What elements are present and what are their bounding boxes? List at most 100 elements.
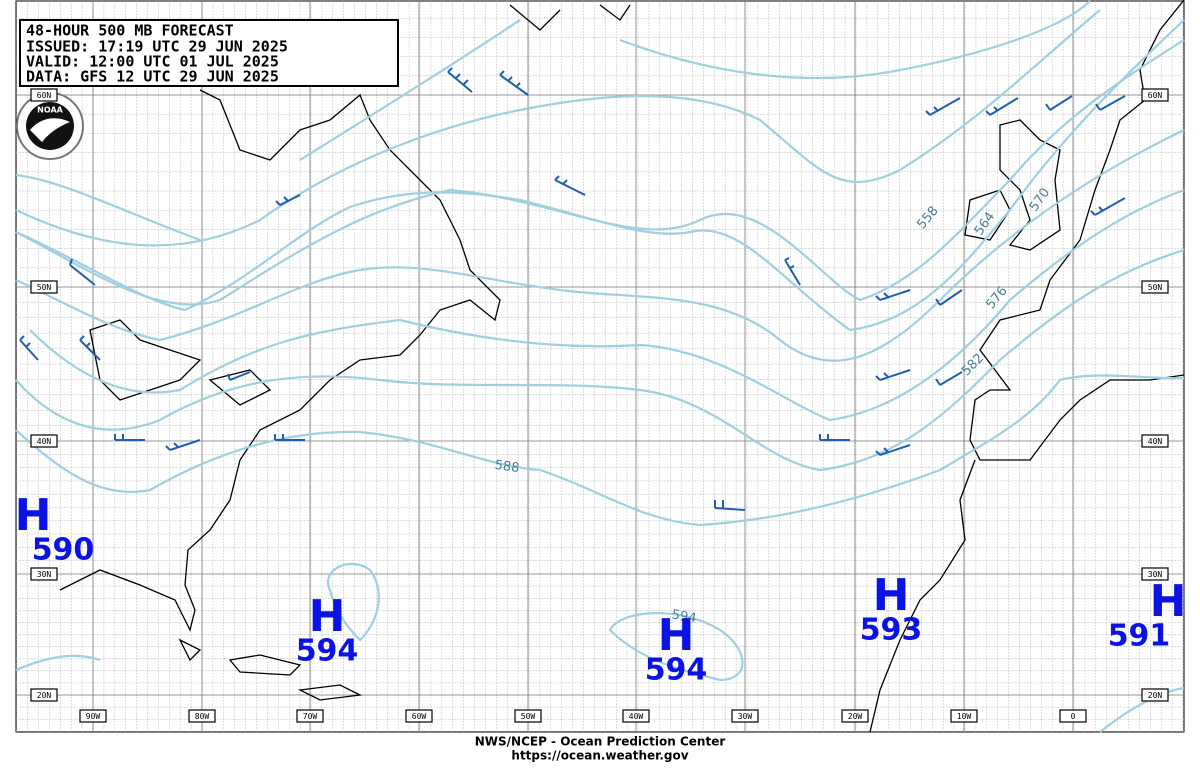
coordinate-label: 60W xyxy=(412,712,427,721)
high-value: 594 xyxy=(296,634,359,669)
high-value: 593 xyxy=(860,613,923,648)
coordinate-label: 50N xyxy=(37,283,52,292)
grid xyxy=(16,1,1184,732)
caribbean-coast xyxy=(178,638,363,701)
coordinate-label: 40N xyxy=(37,437,52,446)
label-box xyxy=(841,709,869,723)
wind-barb xyxy=(925,97,961,116)
label-box xyxy=(1059,709,1087,723)
title-line: 48-HOUR 500 MB FORECAST xyxy=(26,22,234,40)
wind-barb xyxy=(784,257,801,286)
contour-576 xyxy=(29,188,1185,422)
coordinate-label: 70W xyxy=(303,712,318,721)
coordinate-label: 30W xyxy=(738,712,753,721)
high-symbol: H xyxy=(873,570,910,621)
label-box xyxy=(30,88,58,102)
wind-barb xyxy=(79,335,101,361)
wind-barb xyxy=(714,500,746,511)
greenland-coast xyxy=(509,4,631,31)
wind-barb xyxy=(275,194,301,206)
coordinate-labels: 60N 60N 50N 50N 40N 40N 30N 30N 20N 20N 90W 80W 70W 6… xyxy=(30,88,1169,723)
wind-barb xyxy=(1095,95,1126,111)
wind-barb xyxy=(1090,197,1126,216)
contour-564 xyxy=(15,39,1185,306)
wind-barb xyxy=(875,444,911,456)
wind-barb xyxy=(985,97,1019,116)
coordinate-label: 0 xyxy=(1071,712,1076,721)
contour-558 xyxy=(15,9,1101,247)
europe-africa-coast xyxy=(869,0,1185,733)
label-box xyxy=(731,709,759,723)
wind-barb xyxy=(114,434,145,441)
north-america-coast xyxy=(59,89,501,632)
coordinate-label: 20N xyxy=(1148,691,1163,700)
coordinate-label: 30N xyxy=(37,570,52,579)
wind-barb xyxy=(875,289,911,301)
label-box xyxy=(296,709,324,723)
wind-barb xyxy=(935,371,963,386)
label-box xyxy=(30,280,58,294)
label-box xyxy=(1141,567,1169,581)
wind-barb xyxy=(274,434,305,441)
high-symbol: H xyxy=(309,591,346,642)
coordinate-label: 20W xyxy=(848,712,863,721)
title-box xyxy=(19,19,399,87)
label-box xyxy=(30,688,58,702)
title-line: ISSUED: 17:19 UTC 29 JUN 2025 xyxy=(26,38,288,56)
contour-594 xyxy=(326,562,744,682)
wind-barb xyxy=(19,335,39,361)
title-block: 48-HOUR 500 MB FORECAST ISSUED: 17:19 UT… xyxy=(19,19,399,87)
title-line: VALID: 12:00 UTC 01 JUL 2025 xyxy=(26,53,279,71)
contour-570 xyxy=(15,129,1185,362)
high-symbol: H xyxy=(1150,576,1187,627)
logo-text: NOAA xyxy=(37,106,63,115)
logo-bird xyxy=(30,118,70,142)
label-box xyxy=(188,709,216,723)
contour-588 xyxy=(15,374,1185,527)
wind-barb xyxy=(499,70,529,96)
high-value: 590 xyxy=(32,533,95,568)
coordinate-label: 40W xyxy=(629,712,644,721)
label-box xyxy=(622,709,650,723)
wind-barb xyxy=(69,258,96,286)
wind-barb xyxy=(875,369,911,381)
contour-576-main xyxy=(15,19,1185,332)
pressure-highs: H 590 H 594 H 594 H 593 H 591 xyxy=(15,490,1187,688)
coordinate-label: 60N xyxy=(1148,91,1163,100)
contour-label: 588 xyxy=(494,458,521,476)
coordinate-label: 30N xyxy=(1148,570,1163,579)
coordinate-label: 50N xyxy=(1148,283,1163,292)
coordinate-label: 90W xyxy=(86,712,101,721)
label-box xyxy=(30,567,58,581)
coordinate-label: 50W xyxy=(521,712,536,721)
wind-barb xyxy=(1045,95,1073,111)
coordinate-label: 60N xyxy=(37,91,52,100)
coordinate-label: 40N xyxy=(1148,437,1163,446)
wind-barb xyxy=(165,439,201,451)
wind-barb xyxy=(447,67,473,93)
footer-line: https://ocean.weather.gov xyxy=(511,749,688,763)
minor-grid xyxy=(16,1,1184,732)
wind-barb xyxy=(935,289,963,306)
footer-line: NWS/NCEP - Ocean Prediction Center xyxy=(475,735,726,749)
noaa-logo: NOAA xyxy=(16,92,84,160)
label-box xyxy=(405,709,433,723)
label-box xyxy=(79,709,107,723)
label-box xyxy=(950,709,978,723)
contours xyxy=(15,0,1185,733)
label-box xyxy=(1141,280,1169,294)
title-line: DATA: GFS 12 UTC 29 JUN 2025 xyxy=(26,68,279,86)
high-value: 594 xyxy=(645,653,708,688)
high-symbol: H xyxy=(15,490,52,541)
label-box xyxy=(30,434,58,448)
high-value: 591 xyxy=(1108,619,1171,654)
coordinate-label: 20N xyxy=(37,691,52,700)
label-box xyxy=(1141,434,1169,448)
wind-barb xyxy=(819,434,850,441)
coordinate-label: 10W xyxy=(957,712,972,721)
contour-582 xyxy=(15,248,1185,472)
label-box xyxy=(514,709,542,723)
coordinate-label: 80W xyxy=(195,712,210,721)
